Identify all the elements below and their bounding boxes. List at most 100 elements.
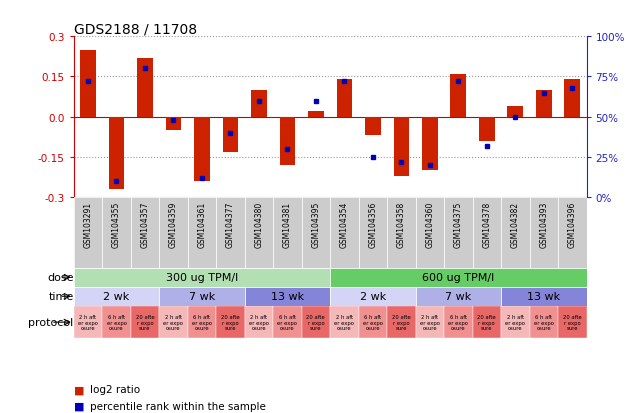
Text: time: time [49,292,74,301]
Text: 6 h aft
er expo
osure: 6 h aft er expo osure [534,314,554,331]
Bar [273,198,302,268]
Text: GSM104382: GSM104382 [511,201,520,247]
Text: GSM104375: GSM104375 [454,201,463,247]
Text: GSM104360: GSM104360 [426,201,435,247]
Text: GSM104356: GSM104356 [369,201,378,247]
Text: 6 h aft
er expo
osure: 6 h aft er expo osure [363,314,383,331]
Bar [279,117,296,166]
Bar [415,287,501,306]
Text: 2 h aft
er expo
osure: 2 h aft er expo osure [335,314,354,331]
Text: 13 wk: 13 wk [527,292,560,301]
Bar [245,198,273,268]
Bar [188,306,216,339]
Text: ■: ■ [74,385,84,394]
Text: 7 wk: 7 wk [189,292,215,301]
Text: log2 ratio: log2 ratio [90,385,140,394]
Bar [194,117,210,182]
Bar [159,306,188,339]
Bar [245,306,273,339]
Text: 2 h aft
er expo
osure: 2 h aft er expo osure [249,314,269,331]
Text: 7 wk: 7 wk [445,292,471,301]
Bar [558,198,587,268]
Text: 2 h aft
er expo
osure: 2 h aft er expo osure [505,314,525,331]
Bar [558,306,587,339]
Text: 20 afte
r expo
sure: 20 afte r expo sure [478,314,496,331]
Text: 6 h aft
er expo
osure: 6 h aft er expo osure [448,314,469,331]
Text: 2 h aft
er expo
osure: 2 h aft er expo osure [78,314,98,331]
Text: 300 ug TPM/l: 300 ug TPM/l [166,273,238,282]
Bar [159,198,188,268]
Text: 6 h aft
er expo
osure: 6 h aft er expo osure [278,314,297,331]
Bar [472,306,501,339]
Bar [422,117,438,171]
Text: 20 afte
r expo
sure: 20 afte r expo sure [392,314,411,331]
Text: 20 afte
r expo
sure: 20 afte r expo sure [135,314,154,331]
Bar [444,198,472,268]
Text: 600 ug TPM/l: 600 ug TPM/l [422,273,494,282]
Bar [337,80,352,117]
Text: dose: dose [47,273,74,282]
Bar [159,287,245,306]
Bar [245,287,330,306]
Bar [415,198,444,268]
Bar [74,306,102,339]
Bar [102,306,131,339]
Bar [358,198,387,268]
Bar [131,306,159,339]
Text: percentile rank within the sample: percentile rank within the sample [90,401,265,411]
Text: GSM104378: GSM104378 [482,201,491,247]
Bar [308,112,324,117]
Bar [216,306,245,339]
Text: 13 wk: 13 wk [271,292,304,301]
Text: 6 h aft
er expo
osure: 6 h aft er expo osure [192,314,212,331]
Bar [74,268,330,287]
Bar [273,306,302,339]
Text: GSM104393: GSM104393 [539,201,548,247]
Text: GSM103291: GSM103291 [83,201,92,247]
Text: GSM104358: GSM104358 [397,201,406,247]
Bar [565,80,580,117]
Bar [74,198,102,268]
Bar [415,306,444,339]
Bar [330,268,587,287]
Bar [387,198,415,268]
Text: GSM104380: GSM104380 [254,201,263,247]
Bar [222,117,238,152]
Bar [529,198,558,268]
Text: GSM104381: GSM104381 [283,201,292,247]
Text: 2 h aft
er expo
osure: 2 h aft er expo osure [420,314,440,331]
Text: 2 wk: 2 wk [360,292,386,301]
Text: GDS2188 / 11708: GDS2188 / 11708 [74,22,197,36]
Text: 20 afte
r expo
sure: 20 afte r expo sure [306,314,325,331]
Text: 2 h aft
er expo
osure: 2 h aft er expo osure [163,314,183,331]
Text: 20 afte
r expo
sure: 20 afte r expo sure [563,314,581,331]
Text: GSM104357: GSM104357 [140,201,149,247]
Text: GSM104355: GSM104355 [112,201,121,247]
Bar [216,198,245,268]
Bar [302,306,330,339]
Bar [188,198,216,268]
Text: GSM104377: GSM104377 [226,201,235,247]
Bar [108,117,124,190]
Bar [251,91,267,117]
Text: GSM104359: GSM104359 [169,201,178,247]
Bar [365,117,381,136]
Bar [394,117,409,176]
Bar [529,306,558,339]
Text: GSM104396: GSM104396 [568,201,577,247]
Bar [74,287,159,306]
Text: GSM104361: GSM104361 [197,201,206,247]
Bar [472,198,501,268]
Bar [387,306,415,339]
Text: GSM104354: GSM104354 [340,201,349,247]
Bar [501,198,529,268]
Bar [302,198,330,268]
Bar [330,198,358,268]
Bar [536,91,552,117]
Text: protocol: protocol [28,317,74,328]
Text: 20 afte
r expo
sure: 20 afte r expo sure [221,314,240,331]
Bar [508,107,523,117]
Bar [330,306,358,339]
Bar [131,198,159,268]
Bar [358,306,387,339]
